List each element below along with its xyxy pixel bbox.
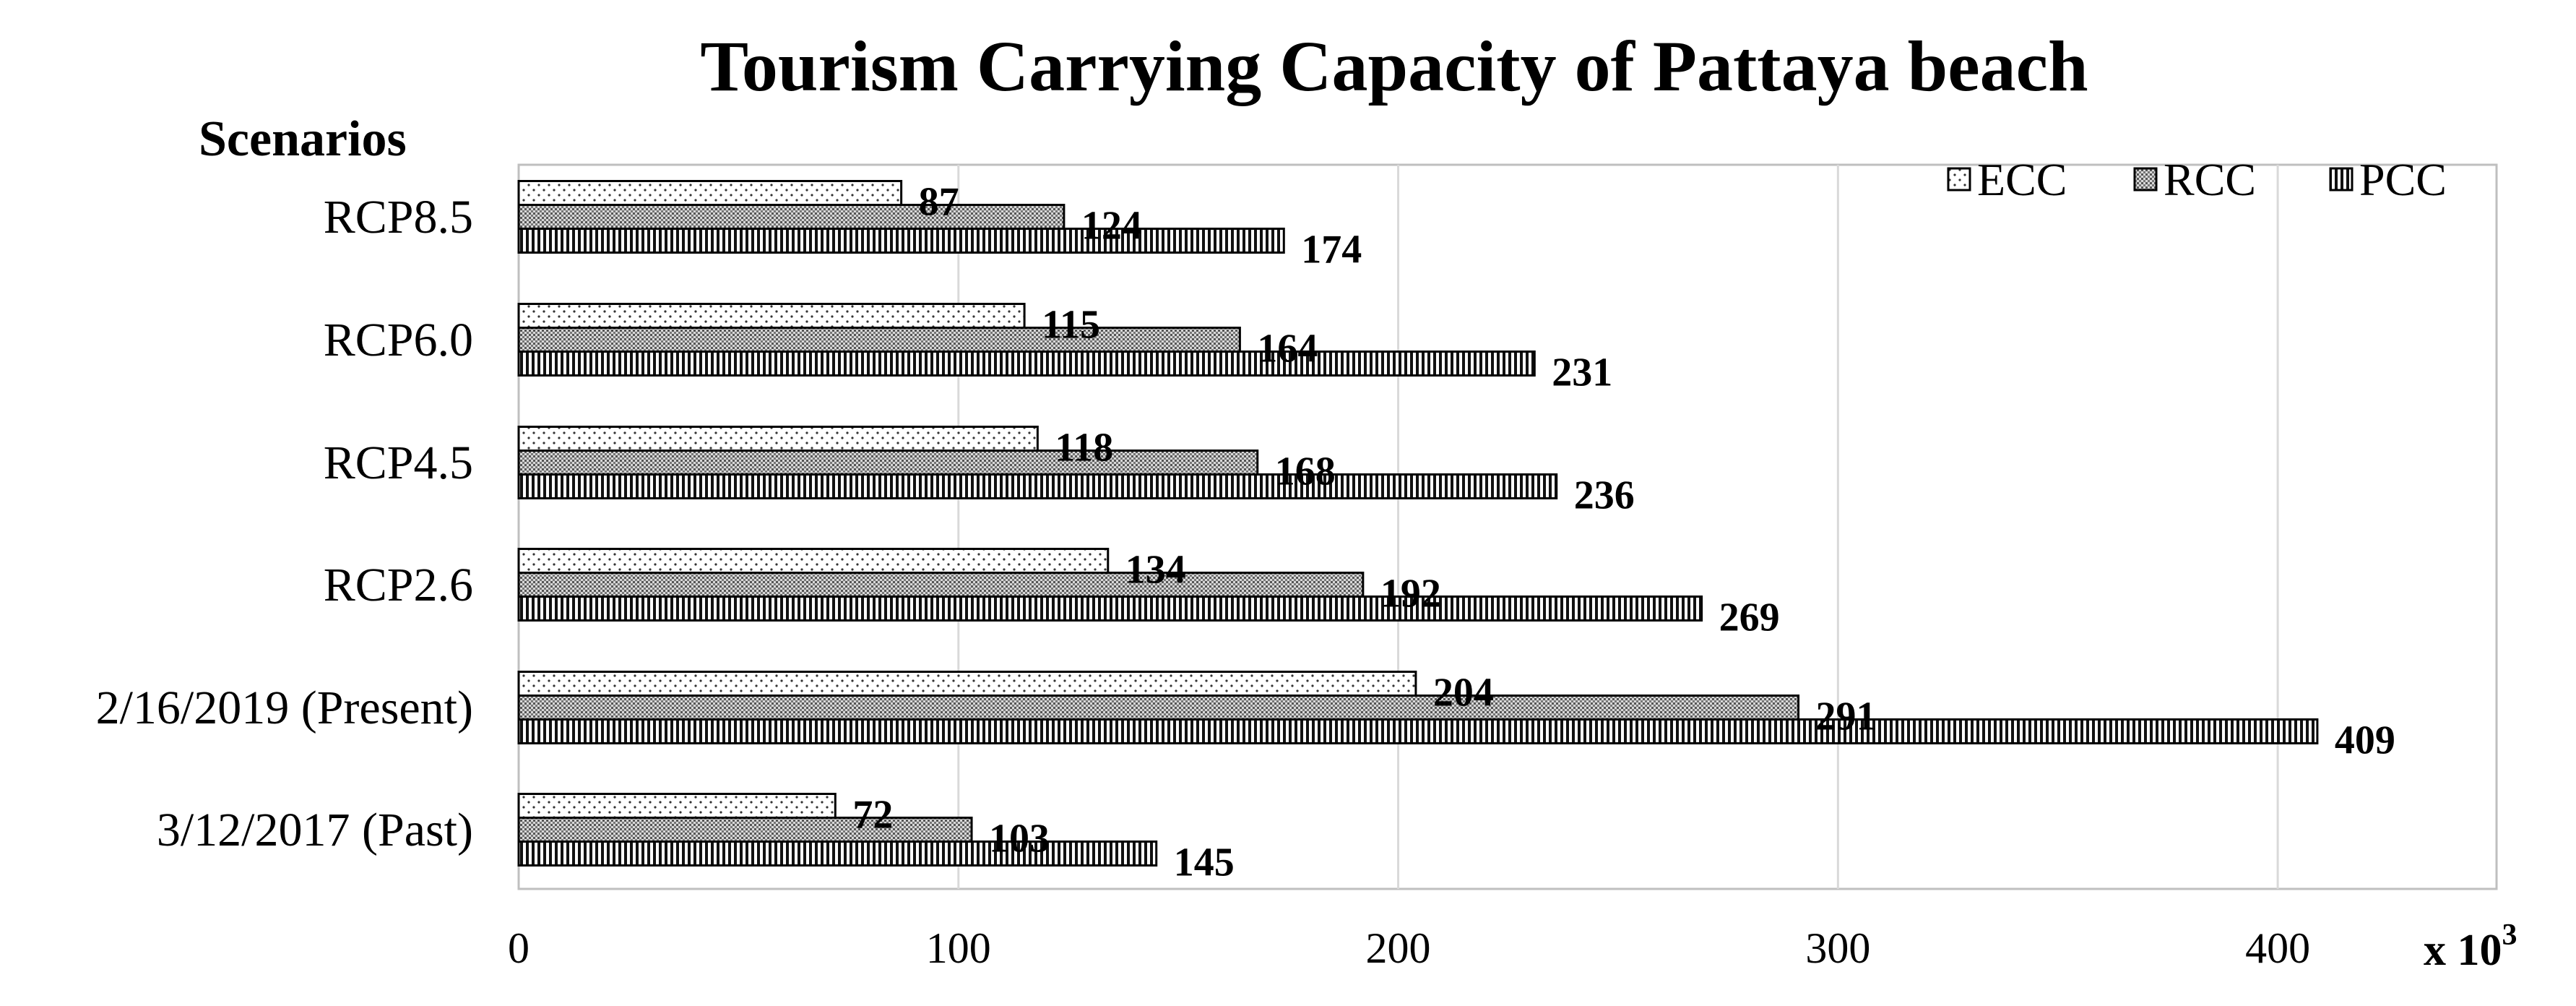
- bar-ecc-2-16-2019-present: [517, 671, 1417, 697]
- bar-ecc-rcp8-5: [517, 180, 903, 206]
- bar-pcc-rcp4-5: [517, 473, 1558, 499]
- category-label-2-16-2019-present: 2/16/2019 (Present): [96, 682, 473, 734]
- bar-rcc-rcp2-6: [517, 572, 1365, 598]
- bar-rcc-2-16-2019-present: [517, 695, 1800, 721]
- data-label-pcc-rcp8-5: 174: [1301, 228, 1362, 272]
- data-label-ecc-rcp8-5: 87: [919, 180, 959, 225]
- bar-rcc-rcp4-5: [517, 450, 1259, 476]
- data-label-ecc-3-12-2017-past: 72: [852, 793, 893, 838]
- x-tick-label-200: 200: [1366, 924, 1431, 972]
- data-label-ecc-rcp4-5: 118: [1055, 426, 1113, 470]
- plot-area-frame: [517, 163, 2498, 890]
- data-label-rcc-2-16-2019-present: 291: [1816, 695, 1877, 739]
- grid-lines: [957, 165, 2279, 889]
- category-label-3-12-2017-past: 3/12/2017 (Past): [157, 804, 473, 856]
- data-label-pcc-rcp4-5: 236: [1574, 473, 1635, 518]
- bar-pcc-rcp2-6: [517, 596, 1703, 622]
- x-tick-label-300: 300: [1805, 924, 1870, 972]
- data-label-rcc-rcp6-0: 164: [1257, 327, 1318, 371]
- data-label-rcc-3-12-2017-past: 103: [989, 817, 1050, 861]
- x-tick-label-400: 400: [2245, 924, 2310, 972]
- y-axis-label: Scenarios: [199, 111, 407, 167]
- bar-ecc-rcp6-0: [517, 303, 1026, 329]
- data-label-pcc-rcp2-6: 269: [1719, 596, 1780, 640]
- data-labels: 87 124 174 115 164 231 118 168 236 134 192 269 204 29…: [852, 180, 2395, 885]
- bar-pcc-rcp8-5: [517, 228, 1285, 254]
- x-tick-labels: 0 100 200 300 400: [508, 924, 2310, 972]
- legend-label-rcc: RCC: [2164, 154, 2256, 205]
- data-label-ecc-rcp2-6: 134: [1125, 548, 1186, 593]
- category-labels: RCP8.5 RCP6.0 RCP4.5 RCP2.6 2/16/2019 (Prese…: [96, 191, 473, 856]
- bar-pcc-rcp6-0: [517, 351, 1536, 377]
- x-axis-unit-exponent: 3: [2502, 919, 2517, 952]
- data-label-pcc-rcp6-0: 231: [1552, 351, 1612, 395]
- bar-ecc-rcp4-5: [517, 426, 1039, 452]
- bars: [517, 180, 2319, 867]
- legend-label-pcc: PCC: [2359, 154, 2447, 205]
- x-axis-unit-base: x 10: [2424, 926, 2502, 975]
- data-label-pcc-3-12-2017-past: 145: [1174, 841, 1235, 885]
- category-label-rcp4-5: RCP4.5: [324, 437, 473, 489]
- category-label-rcp2-6: RCP2.6: [324, 559, 473, 611]
- data-label-rcc-rcp2-6: 192: [1380, 572, 1441, 616]
- legend-swatch-pcc: [2329, 167, 2354, 192]
- category-label-rcp8-5: RCP8.5: [324, 191, 473, 244]
- bar-ecc-rcp2-6: [517, 548, 1110, 574]
- legend-swatch-rcc: [2133, 167, 2158, 192]
- bar-pcc-3-12-2017-past: [517, 841, 1158, 867]
- chart-title: Tourism Carrying Capacity of Pattaya bea…: [700, 26, 2088, 106]
- data-label-pcc-2-16-2019-present: 409: [2335, 718, 2395, 763]
- data-label-rcc-rcp8-5: 124: [1081, 204, 1142, 249]
- legend-swatch-ecc: [1947, 167, 1971, 192]
- bar-rcc-rcp8-5: [517, 204, 1066, 230]
- bar-rcc-rcp6-0: [517, 327, 1241, 353]
- category-label-rcp6-0: RCP6.0: [324, 314, 473, 366]
- bar-ecc-3-12-2017-past: [517, 793, 837, 819]
- legend: ECC RCC PCC: [1947, 154, 2447, 205]
- legend-label-ecc: ECC: [1977, 154, 2067, 205]
- x-tick-label-0: 0: [508, 924, 530, 972]
- x-axis-unit-label: x 103: [2424, 919, 2517, 975]
- x-tick-label-100: 100: [926, 924, 991, 972]
- bar-pcc-2-16-2019-present: [517, 718, 2319, 744]
- data-label-ecc-2-16-2019-present: 204: [1433, 671, 1494, 715]
- bar-rcc-3-12-2017-past: [517, 817, 973, 843]
- data-label-ecc-rcp6-0: 115: [1042, 303, 1100, 348]
- data-label-rcc-rcp4-5: 168: [1275, 450, 1336, 494]
